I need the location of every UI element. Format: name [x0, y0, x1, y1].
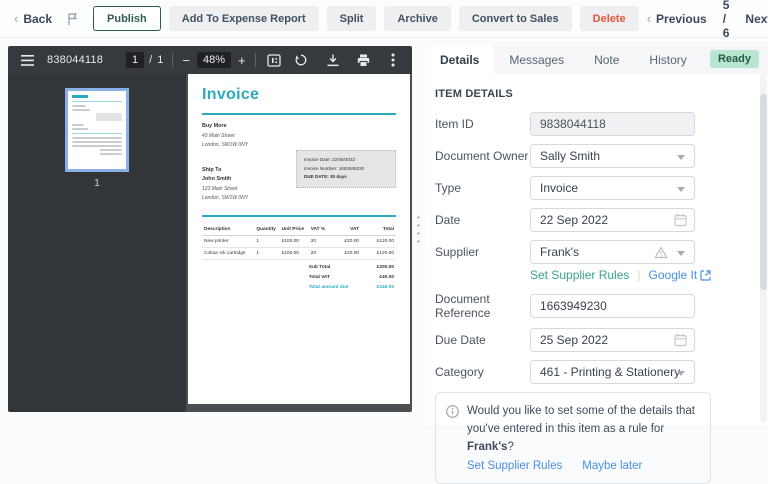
external-link-icon — [700, 269, 711, 281]
download-icon[interactable] — [324, 51, 342, 69]
publish-button[interactable]: Publish — [93, 6, 161, 31]
date-label: Date — [435, 213, 461, 227]
page-number-input[interactable]: 1 — [126, 52, 145, 68]
ship-to-block: Ship To John Smith 123 Main Street Londo… — [202, 166, 249, 202]
maybe-later-link[interactable]: Maybe later — [582, 460, 643, 473]
split-button[interactable]: Split — [326, 6, 377, 31]
supplier-rule-info-box: Would you like to set some of the detail… — [435, 392, 711, 484]
page-thumbnail[interactable] — [65, 88, 129, 172]
invoice-title: Invoice — [202, 86, 260, 103]
menu-icon[interactable] — [18, 51, 36, 69]
chevron-left-icon: ‹ — [646, 11, 652, 26]
section-title: ITEM DETAILS — [435, 88, 513, 100]
panel-scrollbar — [760, 74, 767, 423]
set-supplier-rules-link[interactable]: Set Supplier Rules — [467, 460, 563, 473]
pdf-toolbar: 838044118 1 / 1 − 48% + — [8, 46, 412, 74]
pdf-preview-area: Invoice Buy More 43 Main Street London, … — [186, 74, 412, 412]
tab-details[interactable]: Details — [425, 46, 495, 74]
supplier-label: Supplier — [435, 245, 480, 259]
supplier-links: Set Supplier Rules | Google It — [530, 268, 768, 282]
page-divider: / — [149, 54, 153, 66]
chevron-down-icon — [677, 187, 685, 192]
due-date-label: Due Date — [435, 333, 486, 347]
document-pager: ‹ Previous 5 / 6 Next › — [647, 0, 768, 40]
document-reference-label: Document Reference — [435, 292, 491, 320]
top-toolbar: ‹ Back Publish Add To Expense Report Spl… — [0, 0, 768, 40]
status-badge: Ready — [709, 50, 759, 68]
back-button[interactable]: ‹ Back — [14, 11, 52, 26]
archive-button[interactable]: Archive — [384, 6, 451, 31]
chevron-down-icon — [677, 251, 685, 256]
bill-to-block: Buy More 43 Main Street London, SW1W 0NY — [202, 123, 249, 148]
total-amount-due: Total amount due £240.00 — [308, 284, 394, 290]
table-row: Colour ink cartridge 1 £100.00 20 £20.00… — [202, 247, 396, 261]
date-field[interactable]: 22 Sep 2022 — [530, 208, 695, 232]
document-owner-label: Document Owner — [435, 149, 529, 163]
thumbnail-page-number: 1 — [94, 178, 100, 189]
invoice-meta-box: Invoice Date: 22/09/2022 Invoice Number:… — [296, 150, 396, 189]
rotate-icon[interactable] — [292, 51, 310, 69]
item-id-field[interactable] — [530, 112, 695, 136]
tab-bar: Details Messages Note History Ready — [425, 46, 768, 74]
tab-messages[interactable]: Messages — [509, 53, 565, 67]
type-label: Type — [435, 181, 462, 195]
category-label: Category — [435, 365, 484, 379]
set-supplier-rules-link[interactable]: Set Supplier Rules — [530, 268, 630, 282]
invoice-totals: Sub Total £200.00 Total VAT £40.00 Total… — [307, 262, 396, 292]
info-message: Would you like to set some of the detail… — [467, 405, 695, 453]
table-row: New printer 1 £100.00 20 £20.00 £120.00 — [202, 235, 396, 249]
panel-resize-handle[interactable] — [412, 46, 425, 412]
divider — [202, 215, 396, 218]
chevron-left-icon: ‹ — [14, 11, 19, 26]
calendar-icon — [674, 213, 687, 227]
thumbnail-invoice-sketch — [72, 95, 88, 98]
next-button[interactable]: Next › — [745, 11, 768, 26]
delete-button[interactable]: Delete — [579, 6, 639, 31]
zoom-level[interactable]: 48% — [196, 52, 231, 68]
kebab-menu-icon[interactable] — [384, 51, 402, 69]
chevron-down-icon — [677, 371, 685, 376]
tab-note[interactable]: Note — [594, 53, 620, 67]
scrollbar-thumb[interactable] — [760, 94, 767, 290]
supplier-select[interactable]: Frank's — [530, 240, 695, 264]
zoom-out-button[interactable]: − — [182, 52, 190, 68]
fit-to-page-icon[interactable] — [265, 51, 283, 69]
print-icon[interactable] — [354, 51, 372, 69]
google-it-link[interactable]: Google It — [649, 268, 712, 282]
document-reference-field[interactable] — [530, 294, 695, 318]
item-id-label: Item ID — [435, 117, 474, 131]
invoice-page: Invoice Buy More 43 Main Street London, … — [188, 74, 410, 404]
zoom-in-button[interactable]: + — [237, 52, 246, 68]
category-select[interactable]: 461 - Printing & Stationery — [530, 360, 695, 384]
due-date-field[interactable]: 25 Sep 2022 — [530, 328, 695, 352]
page-total: 1 — [157, 54, 164, 66]
thumbnail-rail: 1 — [8, 74, 186, 412]
tab-history[interactable]: History — [649, 53, 687, 67]
pdf-document-id: 838044118 — [47, 54, 104, 66]
previous-button[interactable]: ‹ Previous — [646, 11, 707, 26]
document-owner-select[interactable]: Sally Smith — [530, 144, 695, 168]
divider — [202, 113, 396, 115]
toolbar-divider — [172, 53, 174, 67]
toolbar-divider — [254, 53, 256, 67]
type-select[interactable]: Invoice — [530, 176, 695, 200]
add-to-expense-report-button[interactable]: Add To Expense Report — [168, 6, 319, 31]
chevron-down-icon — [677, 155, 685, 160]
warning-icon — [654, 246, 668, 259]
flag-icon[interactable] — [66, 12, 79, 26]
invoice-line-items-table: Description Quantity Unit Price VAT % VA… — [202, 224, 396, 261]
convert-to-sales-button[interactable]: Convert to Sales — [458, 6, 572, 31]
calendar-icon — [674, 333, 687, 347]
pdf-viewer: 838044118 1 / 1 − 48% + — [8, 46, 412, 412]
item-details-form: ITEM DETAILS Item ID Document Owner Sall… — [425, 74, 768, 484]
supplier-name: Frank's — [467, 440, 508, 453]
page-indicator: 5 / 6 — [722, 0, 730, 40]
info-icon — [446, 405, 459, 472]
back-label: Back — [23, 11, 53, 26]
details-panel: Details Messages Note History Ready ITEM… — [425, 46, 768, 484]
